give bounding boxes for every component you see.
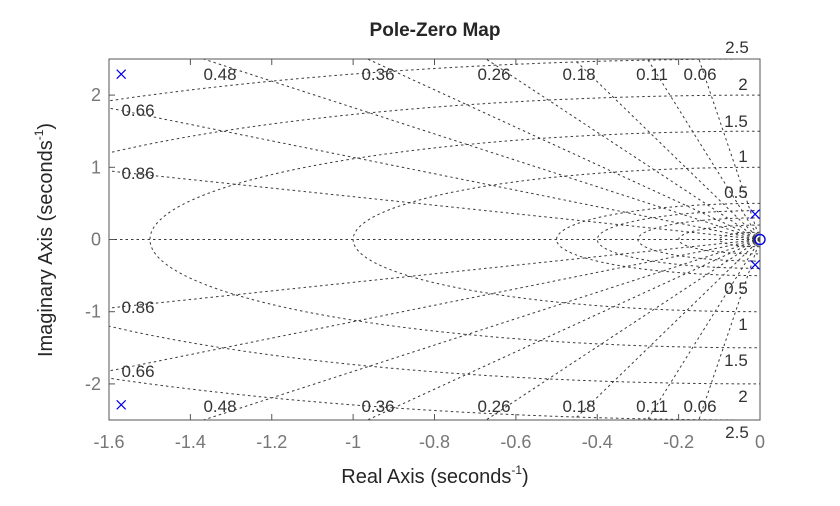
grid-label: 0.06 [683, 397, 716, 416]
y-tick-label: -2 [85, 374, 101, 394]
grid-label: 1 [738, 315, 747, 334]
y-axis-label: Imaginary Axis (seconds-1) [32, 123, 57, 357]
grid-label: 1 [738, 147, 747, 166]
grid-label: 1.5 [724, 112, 748, 131]
damping-ray [646, 239, 760, 420]
grid-label: 0.11 [636, 65, 668, 84]
grid-label: 0.86 [121, 298, 154, 317]
y-tick-label: 0 [91, 230, 101, 250]
pole-marker-icon [750, 259, 761, 270]
grid-label: 0.18 [562, 65, 595, 84]
pole-marker-icon [750, 209, 761, 220]
grid-label: 0.36 [361, 65, 394, 84]
frequency-arc [556, 202, 760, 277]
x-tick-label: 0 [755, 432, 765, 452]
pole-zero-markers [116, 69, 766, 410]
damping-ray [109, 107, 760, 240]
y-axis-ticks: 2 1 0 -1 -2 [85, 85, 115, 394]
x-axis-label: Real Axis (seconds-1) [341, 463, 528, 488]
grid-label: 0.5 [724, 183, 748, 202]
damping-ray [646, 59, 760, 240]
damping-ray [698, 59, 760, 240]
x-tick-label: -1 [345, 432, 361, 452]
grid-label: 0.48 [203, 397, 236, 416]
damping-ray [485, 239, 760, 420]
damping-ray [109, 239, 760, 372]
grid-label: 0.5 [724, 279, 748, 298]
grid-label: 0.66 [121, 362, 154, 381]
frequency-arc [352, 166, 760, 313]
damping-ray [109, 239, 760, 309]
x-axis-ticks: -1.6 -1.4 -1.2 -1 -0.8 -0.6 -0.4 -0.2 0 [93, 59, 765, 452]
grid-label: 0.36 [361, 397, 394, 416]
grid-label: 0.86 [121, 164, 154, 183]
y-tick-label: 2 [91, 85, 101, 105]
damping-ray [109, 170, 760, 240]
y-tick-label: 1 [91, 157, 101, 177]
frequency-arc [718, 231, 760, 248]
grid-label: 2 [738, 75, 747, 94]
grid-labels: 0.48 0.48 0.36 0.36 0.26 0.26 0.18 0.18 0.11 0.11… [121, 38, 748, 442]
grid-label: 2.5 [725, 423, 749, 442]
grid-label: 0.06 [683, 65, 716, 84]
frequency-arc [637, 217, 760, 262]
grid-label: 0.26 [477, 397, 510, 416]
x-tick-label: -1.4 [175, 432, 206, 452]
frequency-arc [678, 224, 760, 255]
grid-label: 2 [738, 387, 747, 406]
damping-ray [573, 59, 760, 240]
x-tick-label: -0.2 [663, 432, 694, 452]
damping-ray [698, 239, 760, 420]
frequency-arc [149, 130, 760, 349]
grid-label: 0.18 [562, 397, 595, 416]
grid-label: 0.11 [636, 397, 668, 416]
x-tick-label: -1.6 [93, 432, 124, 452]
y-tick-label: -1 [85, 302, 101, 322]
x-tick-label: -0.8 [419, 432, 450, 452]
grid-label: 0.66 [121, 101, 154, 120]
grid-label: 2.5 [725, 38, 749, 57]
damping-ray [485, 59, 760, 240]
zero-marker-icon [754, 233, 766, 246]
frequency-arc [109, 59, 760, 420]
damping-ray [573, 239, 760, 420]
grid-label: 1.5 [724, 351, 748, 370]
grid-label: 0.48 [203, 65, 236, 84]
damping-ray [201, 239, 760, 420]
damping-frequency-grid [109, 59, 760, 420]
x-tick-label: -0.4 [582, 432, 613, 452]
chart-title: Pole-Zero Map [370, 20, 501, 41]
x-tick-label: -0.6 [500, 432, 531, 452]
pole-marker-icon [116, 69, 127, 80]
x-tick-label: -1.2 [256, 432, 287, 452]
pole-marker-icon [116, 399, 127, 410]
grid-label: 0.26 [477, 65, 510, 84]
